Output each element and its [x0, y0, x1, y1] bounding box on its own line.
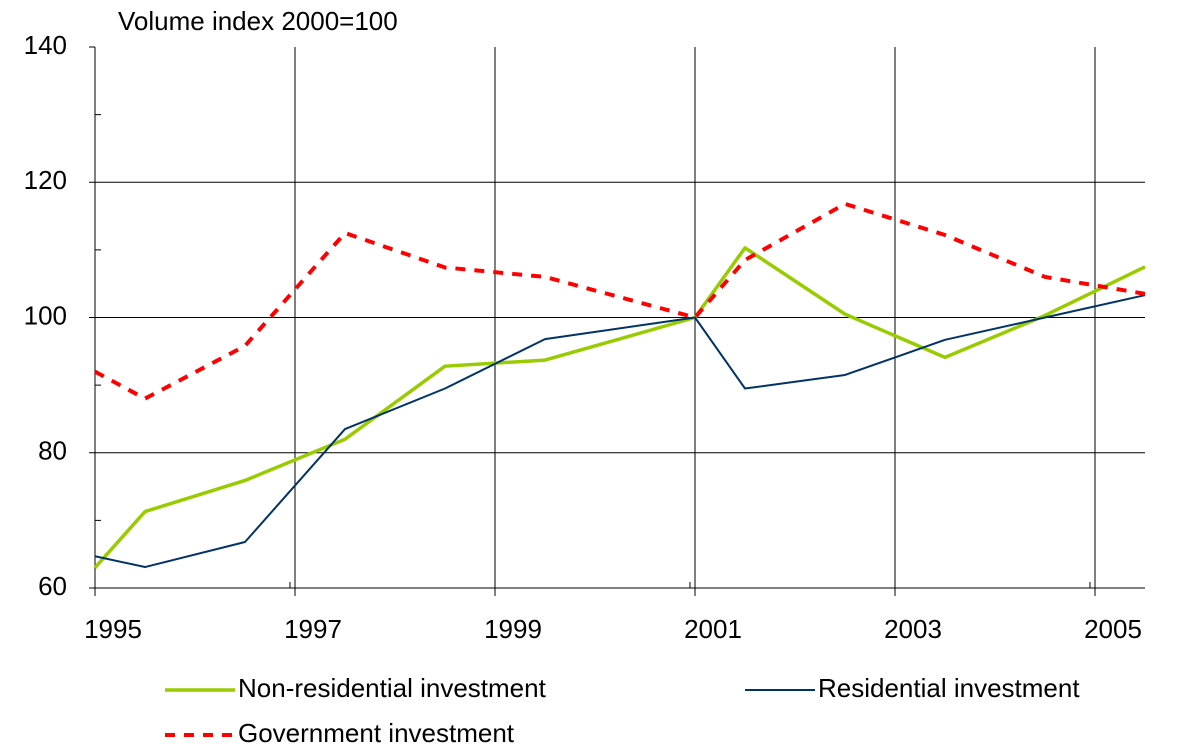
- y-tick-label: 100: [24, 300, 67, 330]
- legend-label: Non-residential investment: [238, 673, 547, 703]
- x-tick-label: 2005: [1084, 614, 1142, 644]
- x-tick-label: 2001: [684, 614, 742, 644]
- y-tick-label: 60: [38, 571, 67, 601]
- x-tick-label: 1997: [284, 614, 342, 644]
- y-tick-label: 120: [24, 165, 67, 195]
- x-tick-label: 1995: [84, 614, 142, 644]
- chart-title: Volume index 2000=100: [118, 6, 398, 36]
- x-tick-label: 2003: [884, 614, 942, 644]
- legend-label: Residential investment: [818, 673, 1080, 703]
- y-tick-label: 80: [38, 436, 67, 466]
- legend-label: Government investment: [238, 718, 515, 747]
- x-tick-label: 1999: [484, 614, 542, 644]
- series-line: [94, 201, 1146, 401]
- series-line: [93, 246, 1146, 569]
- series-line: [94, 294, 1146, 569]
- y-tick-label: 140: [24, 30, 67, 60]
